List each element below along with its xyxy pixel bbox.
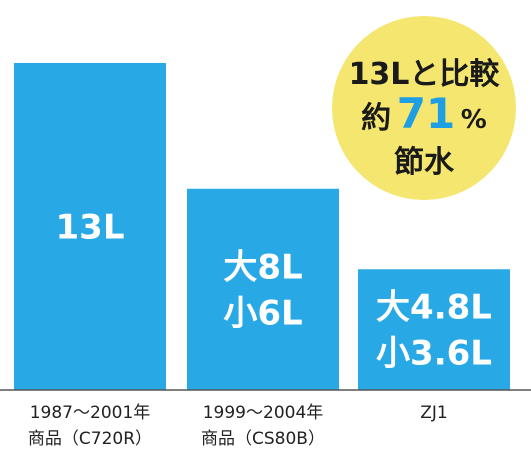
bar-3 xyxy=(358,269,510,390)
bar-3-label-2: 小3.6L xyxy=(376,334,492,374)
bar-2-label-2: 小6L xyxy=(223,293,302,333)
savings-badge-line3: 節水 xyxy=(394,145,455,180)
bar-2 xyxy=(187,188,339,390)
bar-1-label-1: 13L xyxy=(56,208,125,248)
savings-badge-circle xyxy=(332,16,516,200)
category-label-2-line-1: 1999〜2004年 xyxy=(203,403,324,423)
bar-3-label-1: 大4.8L xyxy=(376,288,492,328)
savings-badge-percent-value: 71 xyxy=(397,89,455,138)
bar-1 xyxy=(14,63,166,390)
savings-badge: 13Lと比較 約 71 % 節水 xyxy=(332,16,516,200)
bar-2-label-1: 大8L xyxy=(223,247,302,287)
category-label-3-line-1: ZJ1 xyxy=(420,403,447,423)
category-label-1-line-2: 商品（C720R） xyxy=(28,429,152,449)
savings-badge-line1: 13Lと比較 xyxy=(349,57,501,92)
savings-badge-percent-sign: % xyxy=(461,105,487,135)
category-label-2-line-2: 商品（CS80B） xyxy=(201,429,325,449)
bars-layer: 13L 大8L 小6L 大4.8L 小3.6L xyxy=(14,63,510,390)
category-label-1-line-1: 1987〜2001年 xyxy=(30,403,151,423)
savings-badge-line2: 約 71 % xyxy=(361,89,487,138)
savings-badge-approx: 約 xyxy=(361,101,391,136)
